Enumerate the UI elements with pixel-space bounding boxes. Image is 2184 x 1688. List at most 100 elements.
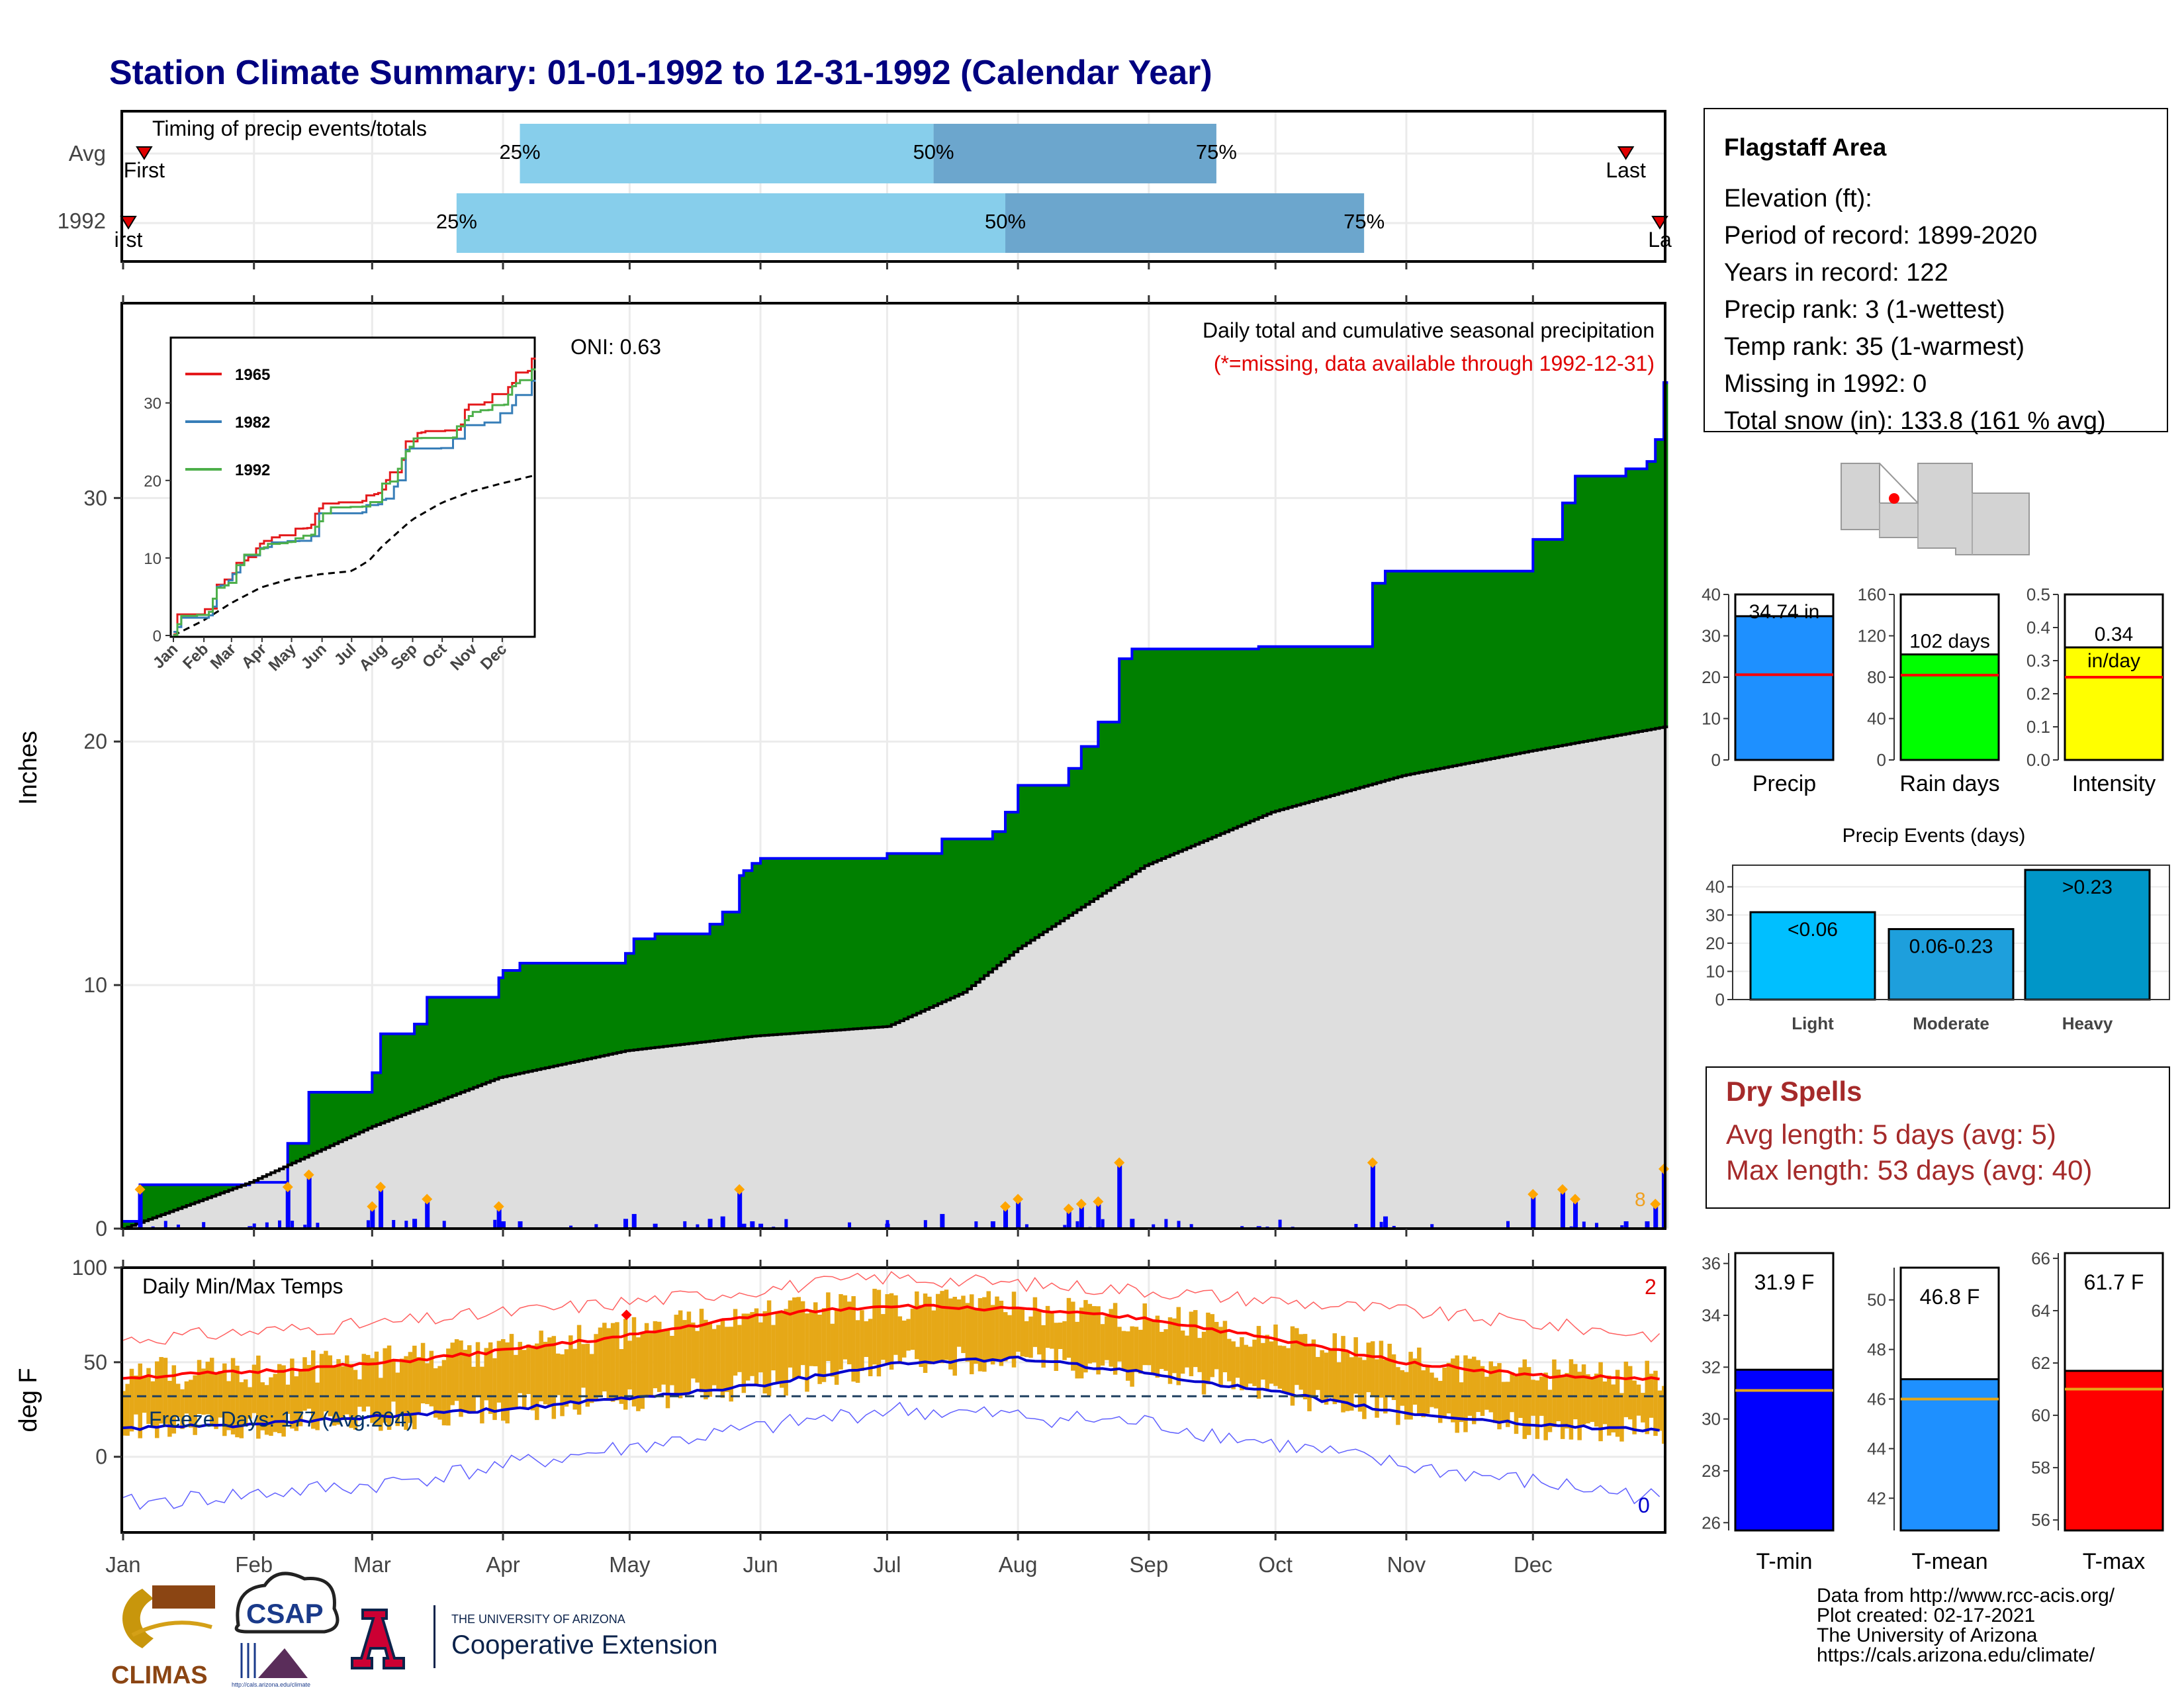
daily-precip-bar — [1645, 1221, 1649, 1229]
daily-temp-range-bar — [788, 1300, 793, 1368]
daily-precip-bar — [176, 1224, 180, 1229]
daily-precip-bar — [784, 1219, 788, 1229]
record-max-line — [122, 1271, 1661, 1345]
oni-label: ONI: 0.63 — [570, 335, 661, 359]
daily-temp-range-bar — [142, 1376, 147, 1413]
temp-bar-tick-label: 48 — [1867, 1340, 1886, 1360]
daily-temp-range-bar — [1324, 1352, 1329, 1405]
daily-temp-range-bar — [1091, 1306, 1097, 1363]
daily-temp-range-bar — [1362, 1360, 1367, 1419]
daily-temp-range-bar — [1400, 1370, 1405, 1406]
locator-map — [1839, 458, 2030, 557]
daily-temp-range-bar — [539, 1331, 543, 1401]
daily-temp-range-bar — [821, 1308, 827, 1382]
timing-pct50-label: 50% — [985, 210, 1026, 233]
daily-temp-range-bar — [944, 1289, 949, 1360]
daily-temp-range-bar — [235, 1366, 240, 1438]
daily-temp-range-bar — [855, 1320, 860, 1383]
daily-temp-range-bar — [463, 1350, 468, 1411]
daily-temp-range-bar — [184, 1381, 189, 1414]
freeze-days-label: Freeze Days: 177 (Avg:204) — [149, 1407, 414, 1431]
daily-temp-range-bar — [285, 1384, 291, 1414]
summary-bar-unit-label: in/day — [2087, 650, 2140, 672]
daily-temp-range-bar — [1641, 1393, 1645, 1423]
daily-temp-range-bar — [1032, 1297, 1038, 1347]
daily-temp-range-bar — [555, 1353, 561, 1395]
daily-temp-range-bar — [716, 1325, 721, 1391]
daily-temp-range-bar — [842, 1295, 848, 1360]
summary-bar-tick-label: 0.1 — [2026, 717, 2050, 737]
daily-temp-range-bar — [564, 1349, 569, 1407]
daily-temp-range-bar — [395, 1372, 400, 1427]
climas-logo: CLIMAS — [111, 1585, 215, 1688]
record-min-line — [122, 1401, 1661, 1511]
summary-bar-rain-days — [1899, 653, 2000, 761]
inset-series-1982 — [173, 379, 536, 633]
daily-temp-range-bar — [180, 1389, 185, 1429]
daily-temp-range-bar — [1471, 1356, 1477, 1425]
daily-precip-bar — [412, 1219, 418, 1229]
daily-precip-bar — [974, 1221, 978, 1229]
daily-precip-bar — [306, 1177, 312, 1229]
precip-y-tick-label: 10 — [83, 973, 107, 997]
timing-bar-q25-q50 — [456, 193, 1006, 253]
daily-temp-range-bar — [1138, 1329, 1143, 1374]
temp-panel: 0 50 100 deg F Daily Min/Max Temps Freeze … — [15, 1256, 1666, 1577]
daily-temp-range-bar — [281, 1365, 286, 1437]
timing-bar-q50-q75 — [1005, 193, 1365, 253]
inset-y-tick-label: 30 — [144, 395, 161, 413]
daily-precip-bar — [1594, 1223, 1598, 1229]
daily-precip-bar — [1063, 1225, 1067, 1229]
daily-temp-range-bar — [1222, 1321, 1228, 1373]
daily-temp-range-bar — [758, 1322, 763, 1373]
daily-temp-range-bar — [948, 1298, 953, 1370]
daily-temp-range-bar — [1083, 1299, 1088, 1373]
daily-temp-range-bar — [1020, 1307, 1025, 1357]
daily-temp-range-bar — [399, 1358, 404, 1415]
daily-temp-range-bar — [302, 1357, 307, 1411]
daily-temp-range-bar — [551, 1336, 557, 1419]
daily-temp-range-bar — [1531, 1380, 1535, 1416]
daily-temp-range-bar — [277, 1364, 282, 1434]
daily-precip-bar — [569, 1225, 573, 1229]
timing-pct50-label: 50% — [913, 140, 954, 164]
temp-bar-value-label: 31.9 F — [1754, 1270, 1815, 1294]
daily-temp-range-bar — [1252, 1339, 1257, 1386]
daily-temp-range-bar — [509, 1334, 514, 1409]
daily-temp-range-bar — [1353, 1337, 1358, 1394]
daily-precip-bar — [1189, 1224, 1193, 1229]
events-tick-label: 40 — [1706, 877, 1725, 897]
daily-temp-range-bar — [1045, 1305, 1050, 1348]
daily-temp-range-bar — [707, 1323, 713, 1397]
temp-bar-value-label: 46.8 F — [1920, 1285, 1980, 1309]
daily-precip-bar — [720, 1216, 725, 1229]
daily-precip-bar — [631, 1213, 637, 1229]
daily-temp-range-bar — [1028, 1316, 1033, 1358]
summary-bar-intensity — [2064, 646, 2164, 761]
daily-temp-range-bar — [248, 1387, 252, 1419]
daily-temp-range-bar — [893, 1295, 898, 1355]
station-period: Period of record: 1899-2020 — [1724, 222, 2037, 250]
inset-series-1965 — [173, 357, 536, 635]
temp-bar-tick-label: 42 — [1867, 1488, 1886, 1508]
month-label-dec: Dec — [1514, 1552, 1553, 1577]
avg-max-line — [122, 1303, 1660, 1382]
record-high-count: 2 — [1645, 1275, 1657, 1299]
daily-temp-range-bar — [826, 1292, 831, 1362]
daily-temp-range-bar — [1408, 1352, 1413, 1420]
daily-temp-range-bar — [404, 1356, 408, 1430]
daily-temp-range-bar — [264, 1385, 269, 1435]
summary-bar-value-label: 34.74 in — [1749, 601, 1820, 623]
ua-logo-big-text: Cooperative Extension — [451, 1630, 717, 1660]
heavy-precip-marker — [282, 1182, 293, 1193]
summary-bar-category-label: Precip — [1752, 771, 1816, 796]
daily-temp-range-bar — [171, 1365, 177, 1434]
daily-temp-range-bar — [239, 1382, 244, 1438]
timing-row-label-avg: Avg — [69, 141, 106, 165]
daily-temp-range-bar — [1569, 1359, 1574, 1440]
daily-temp-range-bar — [1062, 1321, 1067, 1360]
daily-temp-range-bar — [1594, 1374, 1599, 1427]
daily-temp-range-bar — [121, 1391, 126, 1436]
daily-temp-range-bar — [1375, 1359, 1379, 1418]
events-tick-label: 0 — [1715, 990, 1725, 1009]
